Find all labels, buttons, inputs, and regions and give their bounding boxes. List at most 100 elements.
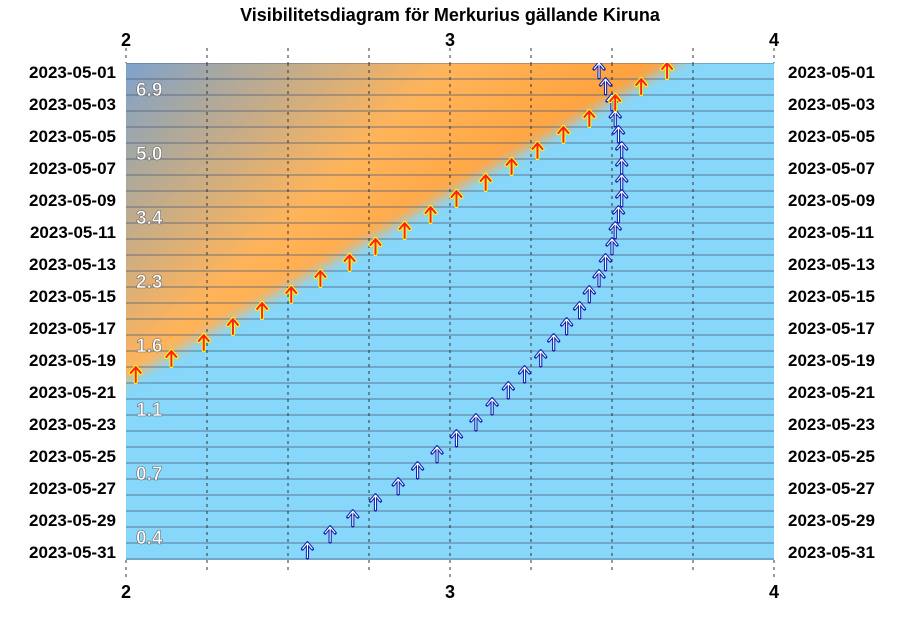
blue-arrow-core [593, 63, 605, 78]
blue-arrow [534, 349, 548, 368]
magnitude-label: 1.6 [136, 336, 162, 357]
date-label-left: 2023-05-19 [29, 351, 116, 370]
blue-arrow [598, 253, 613, 272]
red-arrow-core [505, 158, 518, 175]
red-arrow [164, 349, 179, 368]
blue-arrow-core [583, 286, 595, 302]
red-arrow-core [226, 318, 239, 335]
date-label-right: 2023-05-27 [788, 479, 875, 498]
date-label-left: 2023-05-05 [29, 127, 116, 146]
blue-arrow-core [412, 462, 424, 478]
date-label-right: 2023-05-01 [788, 63, 875, 82]
red-arrow [423, 205, 438, 224]
red-arrow-core [314, 270, 327, 287]
red-arrow-core [531, 142, 544, 159]
red-arrow-core [165, 350, 178, 367]
blue-arrow-core [502, 382, 514, 398]
date-labels-right: 2023-05-01 2023-05-03 2023-05-05 2023-05-07… [788, 63, 875, 562]
magnitude-label: 3.4 [136, 208, 163, 229]
blue-arrow-core [600, 78, 611, 94]
blue-arrow [605, 237, 619, 256]
red-arrow [660, 63, 675, 80]
date-label-left: 2023-05-29 [29, 511, 116, 530]
date-labels-left: 2023-05-01 2023-05-03 2023-05-05 2023-05-07… [29, 63, 116, 562]
blue-arrow [615, 157, 629, 176]
date-label-left: 2023-05-17 [29, 319, 116, 338]
date-label-left: 2023-05-27 [29, 479, 116, 498]
magnitude-labels: 6.9 5.0 3.4 2.3 1.6 1.1 0.7 0.4 [136, 80, 163, 550]
plot-area: 6.9 5.0 3.4 2.3 1.6 1.1 0.7 0.4 [126, 63, 774, 560]
red-arrow-core [129, 366, 142, 383]
date-label-right: 2023-05-23 [788, 415, 875, 434]
blue-arrow-core [324, 526, 336, 542]
red-arrow-core [635, 78, 648, 95]
date-label-right: 2023-05-07 [788, 159, 875, 178]
red-arrow-core [479, 174, 492, 191]
date-label-left: 2023-05-23 [29, 415, 116, 434]
blue-arrow [430, 445, 444, 464]
blue-arrow-core [470, 414, 482, 430]
date-label-right: 2023-05-21 [788, 383, 875, 402]
date-label-left: 2023-05-09 [29, 191, 116, 210]
red-arrow-core [661, 63, 674, 79]
blue-arrow [517, 365, 532, 384]
blue-arrow-core [370, 494, 381, 510]
blue-arrow [346, 509, 360, 528]
date-label-left: 2023-05-13 [29, 255, 116, 274]
red-arrow-core [256, 302, 269, 319]
magnitude-label: 0.7 [136, 464, 162, 485]
blue-arrow-core [593, 270, 605, 286]
date-label-right: 2023-05-09 [788, 191, 875, 210]
x-axis-bottom: 2 3 4 [121, 582, 779, 602]
blue-arrow [300, 541, 315, 560]
blue-arrow-core [606, 238, 618, 254]
blue-arrow [485, 397, 499, 416]
blue-arrow-core [613, 126, 624, 142]
blue-arrow-core [609, 110, 621, 126]
date-label-left: 2023-05-07 [29, 159, 116, 178]
date-label-right: 2023-05-29 [788, 511, 875, 530]
red-arrow-core [583, 110, 596, 127]
red-arrow-core [557, 126, 570, 143]
blue-arrow [598, 77, 613, 96]
red-arrow [196, 333, 211, 352]
blue-arrow [469, 413, 483, 432]
red-arrow-core [398, 222, 411, 239]
red-arrow [225, 317, 240, 336]
red-arrow-core [285, 286, 298, 303]
magnitude-label: 5.0 [136, 144, 162, 165]
x-tick-label-bottom: 4 [769, 582, 779, 602]
chart-title: Visibilitetsdiagram för Merkurius gällan… [240, 5, 661, 25]
date-label-left: 2023-05-03 [29, 95, 116, 114]
magnitude-label: 2.3 [136, 272, 162, 293]
blue-arrow-core [451, 430, 462, 446]
red-arrow-core [424, 206, 437, 223]
red-arrow [582, 109, 597, 128]
magnitude-label: 6.9 [136, 80, 162, 101]
blue-arrow [582, 285, 596, 304]
red-arrow [313, 269, 328, 288]
red-arrow [255, 301, 270, 320]
blue-arrow-core [609, 222, 621, 238]
x-tick-label-top: 2 [121, 30, 131, 50]
blue-arrow [368, 493, 383, 512]
blue-arrow-core [600, 254, 611, 270]
red-arrow-core [197, 334, 210, 351]
red-arrow [368, 237, 383, 256]
date-label-right: 2023-05-19 [788, 351, 875, 370]
x-axis-top: 2 3 4 [121, 30, 779, 50]
blue-arrow-core [535, 350, 547, 366]
date-label-right: 2023-05-25 [788, 447, 875, 466]
red-arrow [284, 285, 299, 304]
red-arrow [530, 141, 545, 160]
red-arrow-core [369, 238, 382, 255]
blue-arrow-core [616, 158, 628, 174]
blue-arrow-core [347, 510, 359, 526]
series-red-arrows [128, 63, 675, 384]
blue-arrow-core [561, 318, 573, 334]
red-arrow [397, 221, 412, 240]
blue-arrow-core [616, 174, 628, 190]
blue-arrow [501, 381, 515, 400]
red-arrow-core [343, 254, 356, 271]
